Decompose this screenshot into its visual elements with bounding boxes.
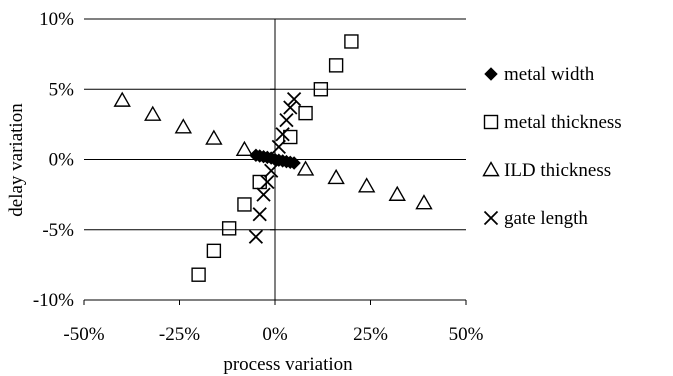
point-s3-1 (252, 207, 267, 222)
legend-label-0: metal width (504, 64, 595, 85)
x-tick-label-1: -25% (159, 324, 200, 345)
point-s3-0-stroke-b (248, 229, 264, 244)
point-s3-9 (286, 91, 302, 107)
point-s1-1 (206, 243, 222, 259)
point-s3-7 (279, 113, 294, 128)
x-tick-label-2: 0% (262, 324, 288, 345)
point-s3-6 (275, 127, 290, 142)
legend-label-3: gate length (504, 208, 588, 229)
point-s2-7 (357, 177, 376, 193)
x-tick-label-4: 50% (449, 324, 484, 345)
point-s3-3 (260, 174, 275, 190)
point-s3-5 (271, 139, 286, 154)
legend-marker-3 (483, 210, 499, 226)
point-s1-0 (191, 267, 206, 282)
point-s2-9 (415, 194, 433, 210)
point-s2-5 (296, 160, 315, 176)
y-tick-label-1: -5% (42, 220, 74, 241)
point-s3-0 (248, 229, 264, 244)
point-s2-4 (235, 140, 254, 156)
point-s2-3 (205, 129, 223, 145)
point-s3-9-stroke-b (286, 91, 302, 107)
point-s3-4-stroke-b (264, 163, 279, 178)
legend-label-2: ILD thickness (504, 160, 611, 181)
point-s3-2 (256, 187, 271, 202)
x-tick-label-0: -50% (63, 324, 104, 345)
y-tick-label-2: 0% (49, 150, 75, 171)
series-1 (191, 34, 359, 282)
point-s3-8-stroke-b (283, 100, 298, 115)
point-s2-6 (327, 168, 345, 185)
point-s2-1 (144, 105, 162, 121)
point-s1-8 (328, 58, 344, 73)
point-s3-8 (283, 100, 298, 115)
point-s3-7-stroke-b (279, 113, 294, 128)
point-s0-10 (287, 156, 301, 170)
y-axis-title: delay variation (6, 103, 27, 217)
y-tick-label-4: 10% (39, 9, 74, 30)
point-s1-7 (313, 82, 329, 97)
tick-labels: -10% -5% 0% 5% 10% -50% -25% 0% 25% 50% (33, 9, 484, 345)
series-2 (113, 91, 433, 210)
point-s3-4 (264, 163, 279, 178)
point-s3-1-stroke-b (252, 207, 267, 222)
point-s2-0 (113, 91, 131, 107)
point-s1-4 (252, 174, 267, 190)
legend: metal width metal thickness ILD thickness g… (482, 64, 622, 229)
legend-marker-0 (484, 67, 498, 81)
point-s2-8 (388, 185, 406, 201)
x-tick-label-3: 25% (353, 324, 388, 345)
point-s1-6 (298, 105, 313, 121)
point-s1-9 (344, 34, 359, 49)
legend-marker-2 (482, 161, 500, 177)
point-s1-2 (221, 221, 237, 236)
legend-label-1: metal thickness (504, 112, 622, 133)
point-s2-2 (174, 118, 193, 134)
series-0 (249, 148, 301, 170)
point-s3-6-stroke-b (275, 127, 290, 142)
point-s1-5 (283, 129, 298, 145)
point-s1-3 (237, 197, 252, 212)
legend-marker-1 (483, 114, 499, 130)
y-tick-label-3: 5% (49, 79, 75, 100)
y-tick-label-0: -10% (33, 290, 74, 311)
x-axis-title: process variation (223, 354, 353, 375)
point-s3-3-stroke-b (260, 174, 275, 190)
point-s3-2-stroke-b (256, 187, 271, 202)
series-3 (248, 91, 302, 244)
point-s3-5-stroke-b (271, 139, 286, 154)
legend-marker-3-stroke-b (483, 210, 499, 226)
data-series (113, 34, 433, 282)
